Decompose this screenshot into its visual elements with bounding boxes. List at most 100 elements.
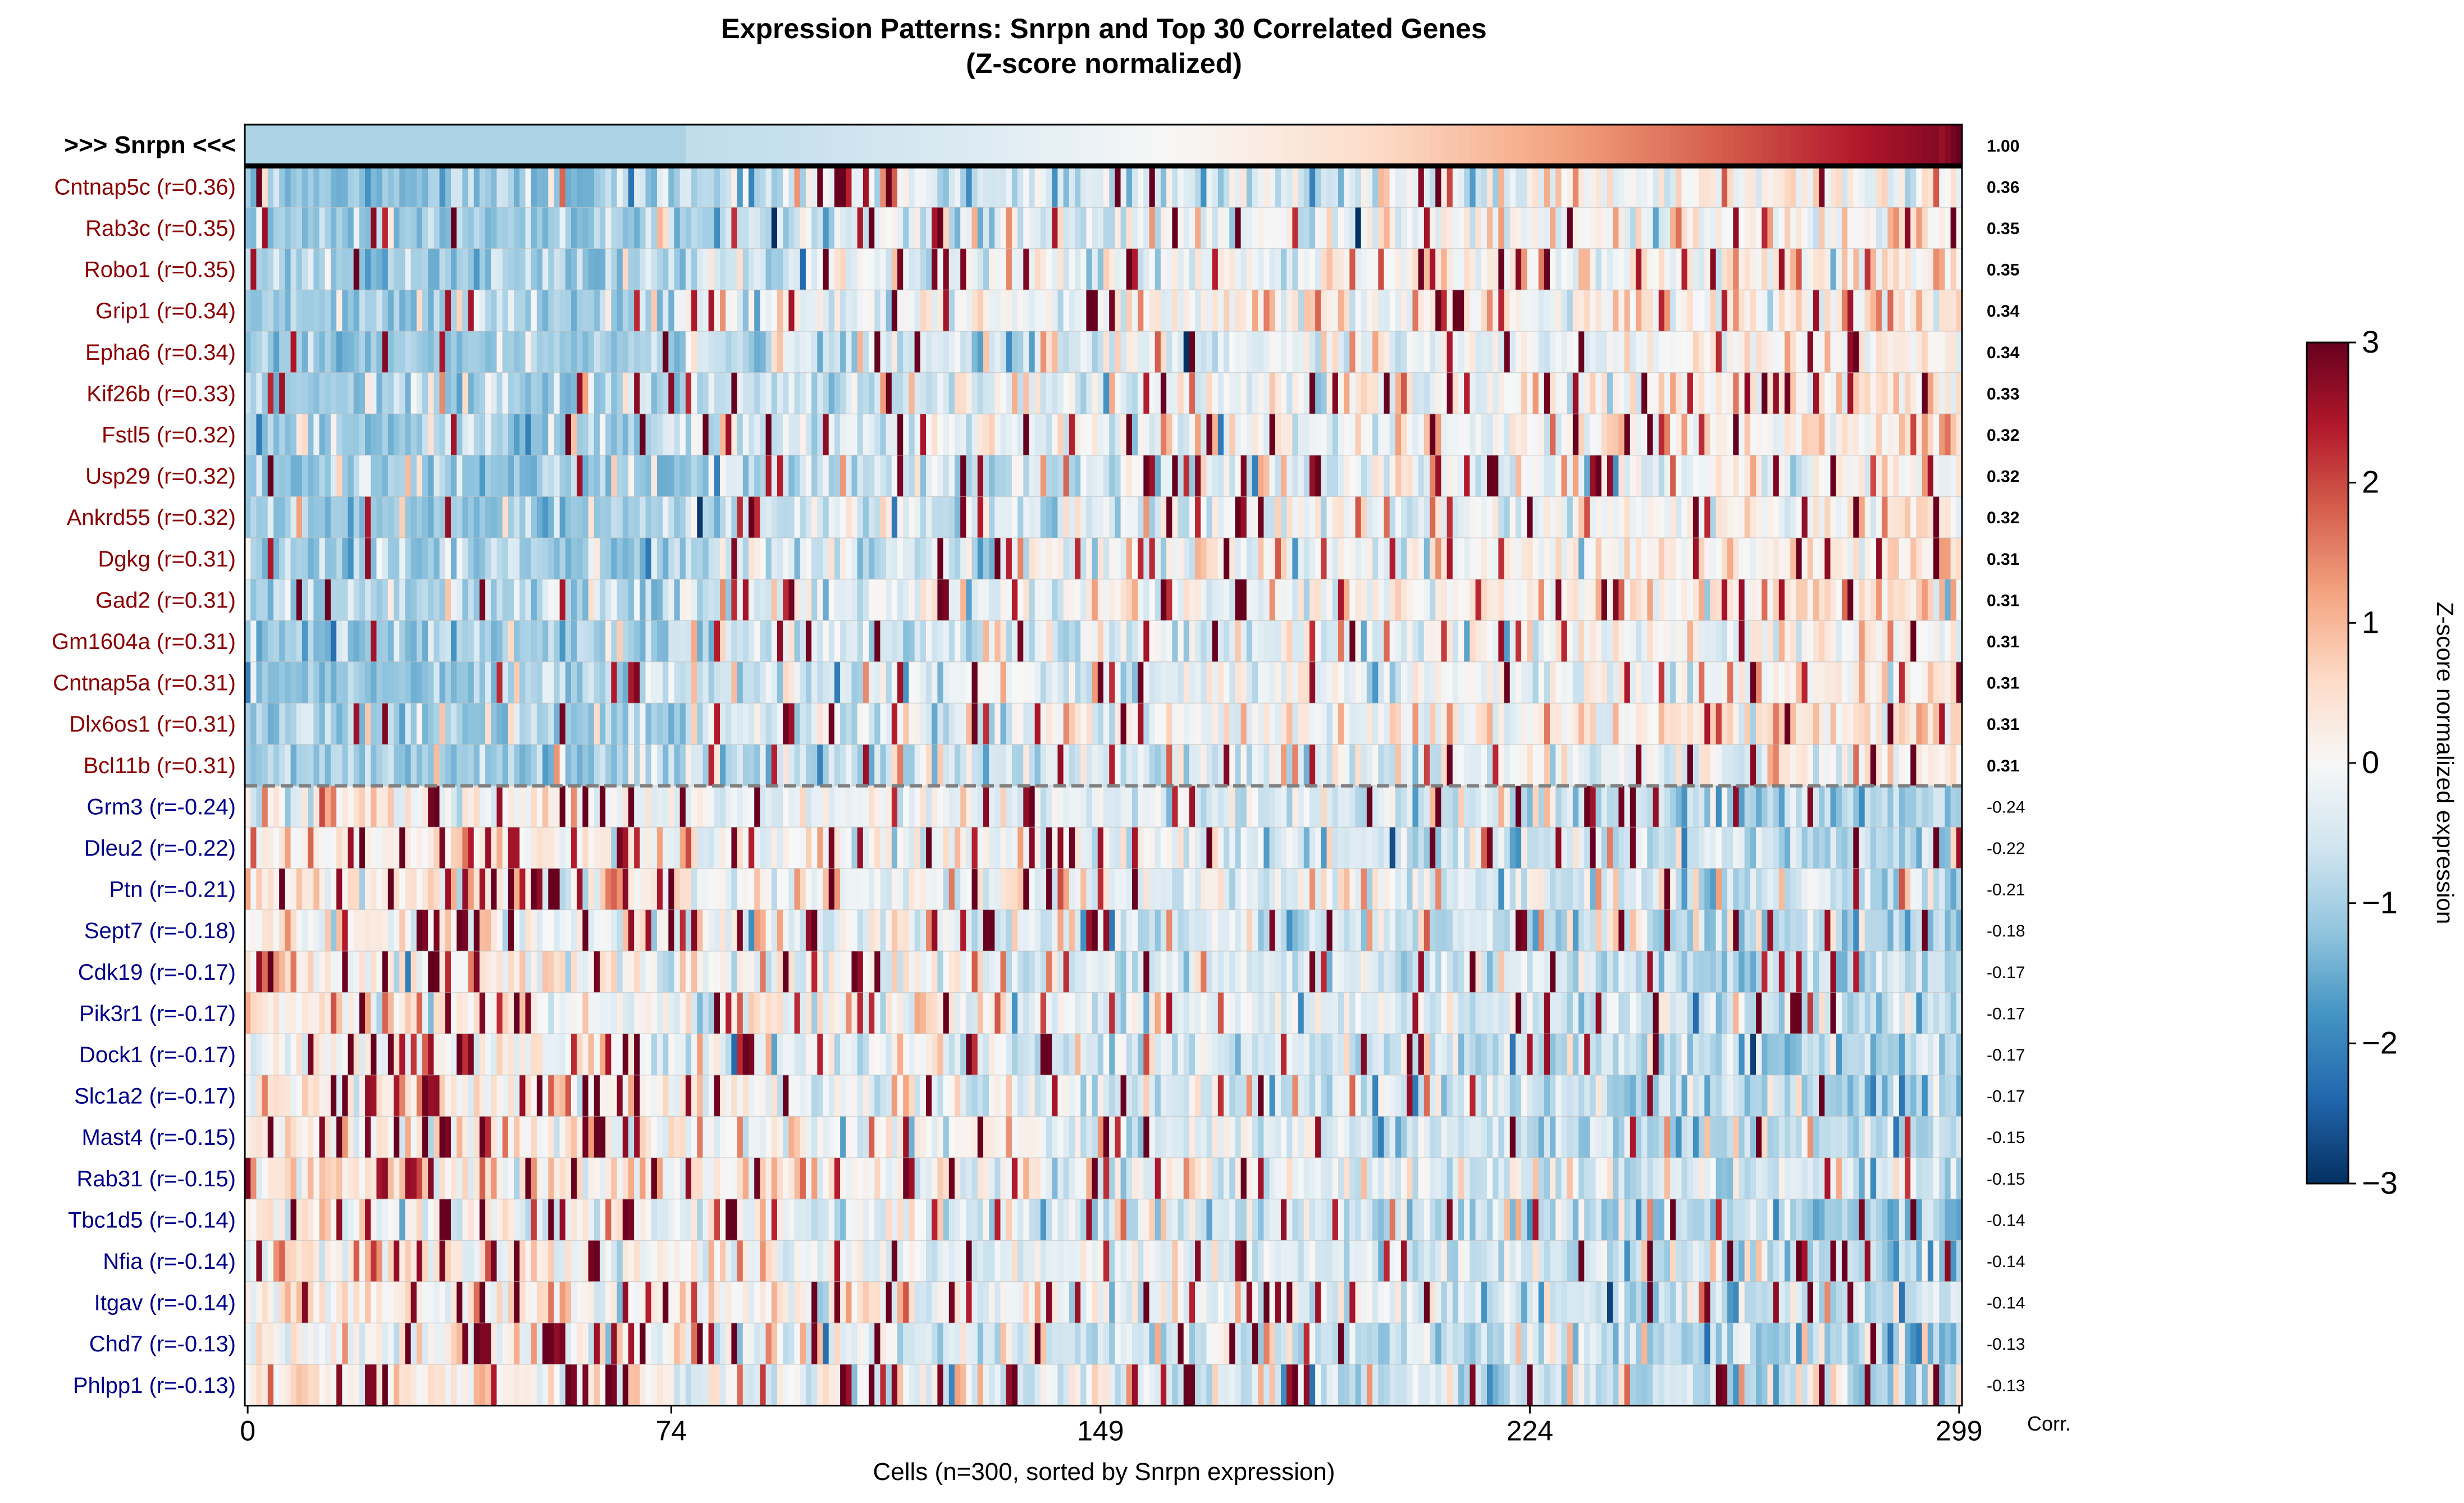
heatmap-cell — [462, 744, 469, 786]
heatmap-cell — [1063, 331, 1070, 373]
heatmap-cell — [1178, 661, 1184, 703]
heatmap-cell — [1189, 331, 1196, 373]
heatmap-cell — [656, 372, 663, 414]
heatmap-cell — [1109, 248, 1115, 290]
heatmap-cell — [663, 166, 669, 208]
heatmap-cell — [1092, 496, 1098, 538]
heatmap-cell — [290, 538, 297, 579]
heatmap-cell-reference — [1509, 125, 1516, 166]
heatmap-cell — [685, 785, 692, 828]
heatmap-cell — [1280, 785, 1287, 828]
heatmap-cell — [611, 703, 618, 744]
heatmap-cell — [1418, 331, 1425, 373]
heatmap-cell — [485, 579, 491, 621]
heatmap-cell — [330, 785, 337, 828]
heatmap-cell — [1344, 703, 1350, 744]
heatmap-cell — [445, 372, 451, 414]
heatmap-cell — [313, 290, 320, 331]
heatmap-cell — [760, 290, 766, 331]
heatmap-cell — [353, 661, 360, 703]
heatmap-cell — [1149, 661, 1156, 703]
heatmap-cell — [1269, 372, 1276, 414]
heatmap-cell — [708, 290, 715, 331]
heatmap-cell — [536, 785, 543, 828]
heatmap-cell — [869, 744, 875, 786]
heatmap-cell — [1178, 785, 1184, 828]
heatmap-cell — [1481, 661, 1487, 703]
heatmap-cell — [1870, 290, 1877, 331]
heatmap-cell — [1807, 620, 1814, 662]
heatmap-cell-reference — [1178, 125, 1184, 166]
heatmap-cell — [685, 620, 692, 662]
heatmap-cell — [1092, 703, 1098, 744]
heatmap-cell — [1710, 744, 1717, 786]
heatmap-cell — [1498, 372, 1505, 414]
heatmap-cell — [588, 331, 595, 373]
heatmap-cell — [1807, 331, 1814, 373]
heatmap-cell — [880, 538, 887, 579]
heatmap-cell — [1767, 414, 1774, 455]
heatmap-cell — [416, 331, 423, 373]
heatmap-cell — [1950, 703, 1957, 744]
heatmap-cell — [909, 414, 915, 455]
heatmap-cell — [1017, 538, 1024, 579]
heatmap-cell — [1000, 620, 1007, 662]
heatmap-cell — [1280, 496, 1287, 538]
heatmap-cell — [817, 290, 824, 331]
heatmap-cell — [788, 372, 795, 414]
heatmap-cell-reference — [450, 125, 457, 166]
heatmap-cell — [514, 455, 520, 497]
heatmap-cell — [1676, 455, 1682, 497]
heatmap-cell — [325, 166, 331, 208]
heatmap-cell — [525, 579, 532, 621]
heatmap-cell — [1630, 579, 1636, 621]
heatmap-cell — [1493, 331, 1499, 373]
heatmap-cell — [663, 207, 669, 249]
heatmap-cell — [1641, 744, 1648, 786]
heatmap-cell — [1017, 785, 1024, 828]
heatmap-cell — [1046, 496, 1052, 538]
heatmap-cell — [765, 331, 772, 373]
heatmap-cell — [1389, 620, 1396, 662]
heatmap-cell — [1635, 744, 1642, 786]
heatmap-cell — [749, 661, 755, 703]
heatmap-cell — [1532, 372, 1539, 414]
heatmap-cell — [457, 248, 463, 290]
heatmap-cell — [1819, 372, 1825, 414]
heatmap-cell — [1641, 496, 1648, 538]
heatmap-cell — [457, 620, 463, 662]
heatmap-cell — [1504, 703, 1511, 744]
heatmap-cell — [445, 290, 451, 331]
heatmap-cell — [1212, 538, 1219, 579]
heatmap-cell — [1246, 455, 1253, 497]
heatmap-cell — [1149, 538, 1156, 579]
heatmap-cell — [1046, 290, 1052, 331]
heatmap-cell — [502, 248, 509, 290]
heatmap-cell — [1069, 331, 1075, 373]
heatmap-cell — [348, 744, 354, 786]
heatmap-cell — [1229, 331, 1236, 373]
heatmap-cell — [1653, 455, 1659, 497]
heatmap-cell — [1115, 620, 1121, 662]
heatmap-cell — [1704, 703, 1711, 744]
heatmap-cell — [342, 496, 349, 538]
heatmap-cell — [977, 579, 984, 621]
heatmap-cell — [1046, 744, 1052, 786]
heatmap-cell — [1910, 661, 1917, 703]
heatmap-cell — [485, 455, 491, 497]
heatmap-cell — [1280, 661, 1287, 703]
heatmap-cell-reference — [1550, 125, 1556, 166]
heatmap-cell — [1212, 703, 1219, 744]
heatmap-cell — [1470, 331, 1476, 373]
heatmap-cell — [1349, 166, 1356, 208]
heatmap-cell — [1384, 744, 1390, 786]
heatmap-cell — [656, 538, 663, 579]
heatmap-cell — [1361, 538, 1367, 579]
heatmap-cell — [1475, 166, 1482, 208]
heatmap-cell — [525, 331, 532, 373]
heatmap-cell — [1000, 414, 1007, 455]
heatmap-cell — [788, 331, 795, 373]
heatmap-cell-reference — [1412, 125, 1419, 166]
heatmap-cell — [1355, 703, 1362, 744]
heatmap-cell — [966, 661, 973, 703]
